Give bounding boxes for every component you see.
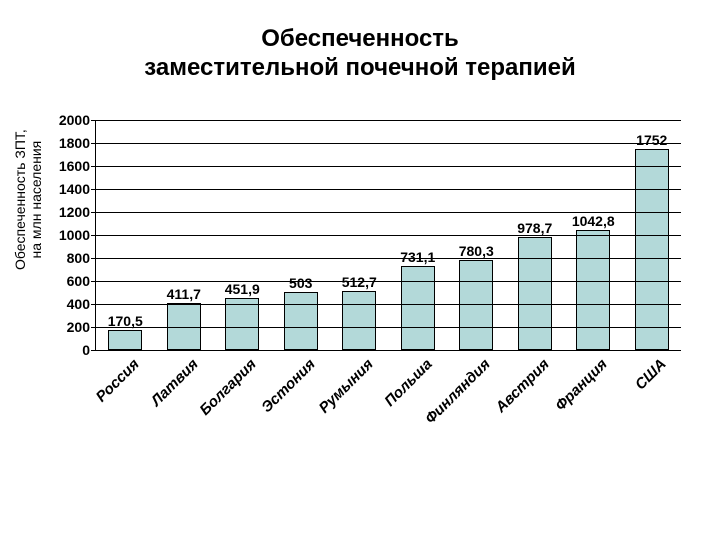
chart-title-line1: Обеспеченность — [0, 25, 720, 54]
grid-line — [96, 235, 681, 236]
bar: 503 — [284, 292, 318, 350]
bar: 512,7 — [342, 291, 376, 350]
category-label: Австрия — [486, 350, 552, 416]
bar: 731,1 — [401, 266, 435, 350]
grid-line — [96, 281, 681, 282]
grid-line — [96, 212, 681, 213]
y-axis-label: Обеспеченность ЗПТ, на млн населения — [12, 129, 44, 270]
bar: 1042,8 — [576, 230, 610, 350]
ytick-label: 1800 — [59, 135, 96, 151]
grid-line — [96, 189, 681, 190]
ytick-label: 400 — [67, 296, 96, 312]
chart-plot-area: 170,5Россия411,7Латвия451,9Болгария503Эс… — [95, 120, 681, 351]
chart-title-line2: заместительной почечной терапией — [0, 54, 720, 83]
category-label: Румыния — [310, 350, 377, 417]
ytick-label: 2000 — [59, 112, 96, 128]
bar: 1752 — [635, 149, 669, 350]
bar-value-label: 411,7 — [167, 286, 201, 304]
category-label: Франция — [547, 350, 611, 414]
ytick-label: 0 — [82, 342, 96, 358]
y-axis-label-line2: на млн населения — [28, 129, 44, 270]
bar-value-label: 451,9 — [225, 281, 260, 299]
ytick-label: 1400 — [59, 181, 96, 197]
category-label: Болгария — [191, 350, 260, 419]
category-label: Россия — [87, 350, 143, 406]
chart-title: Обеспеченность заместительной почечной т… — [0, 25, 720, 83]
grid-line — [96, 143, 681, 144]
bar-value-label: 503 — [289, 275, 312, 293]
ytick-label: 600 — [67, 273, 96, 289]
grid-line — [96, 327, 681, 328]
ytick-label: 1200 — [59, 204, 96, 220]
bar: 780,3 — [459, 260, 493, 350]
grid-line — [96, 304, 681, 305]
bar-value-label: 512,7 — [342, 274, 377, 292]
grid-line — [96, 166, 681, 167]
category-label: США — [626, 350, 669, 393]
ytick-label: 200 — [67, 319, 96, 335]
bar: 451,9 — [225, 298, 259, 350]
grid-line — [96, 258, 681, 259]
bar: 978,7 — [518, 237, 552, 350]
y-axis-label-line1: Обеспеченность ЗПТ, — [12, 129, 28, 270]
ytick-label: 1600 — [59, 158, 96, 174]
category-label: Эстония — [252, 350, 318, 416]
bar-value-label: 1752 — [636, 132, 667, 150]
grid-line — [96, 120, 681, 121]
bar-value-label: 170,5 — [108, 313, 143, 331]
ytick-label: 1000 — [59, 227, 96, 243]
ytick-label: 800 — [67, 250, 96, 266]
bar: 170,5 — [108, 330, 142, 350]
bar-value-label: 1042,8 — [572, 213, 615, 231]
